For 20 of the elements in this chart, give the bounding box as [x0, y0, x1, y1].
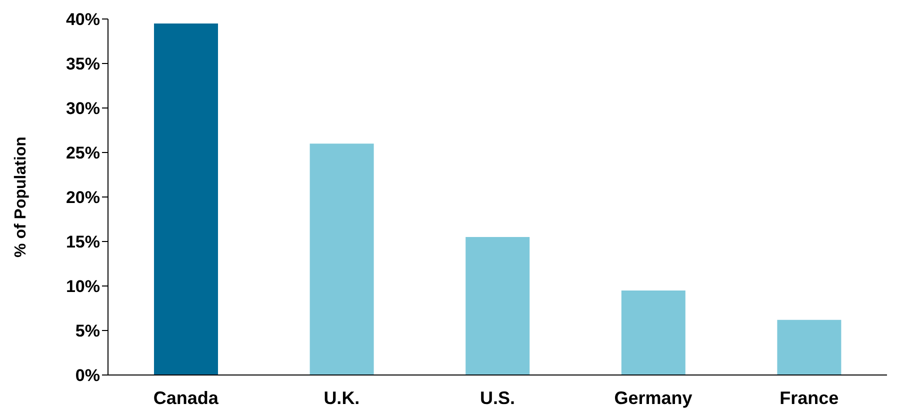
- y-tick-label: 35%: [66, 54, 100, 74]
- y-tick-label: 0%: [75, 366, 100, 386]
- x-tick-label: France: [780, 388, 839, 408]
- bar: [777, 320, 842, 375]
- y-tick-label: 15%: [66, 232, 100, 252]
- x-tick-label: Germany: [614, 388, 692, 408]
- x-tick-label: U.K.: [324, 388, 360, 408]
- bar: [310, 144, 374, 375]
- y-tick-label: 25%: [66, 144, 100, 163]
- y-tick-label: 40%: [66, 10, 100, 30]
- x-tick-label: U.S.: [480, 388, 516, 408]
- y-tick-label: 5%: [75, 322, 100, 341]
- bar: [154, 23, 218, 375]
- bar: [466, 237, 530, 375]
- y-tick-label: 20%: [66, 188, 100, 208]
- x-tick-label: Canada: [153, 388, 220, 408]
- y-tick-label: 10%: [66, 277, 100, 296]
- bar: [621, 290, 686, 375]
- y-tick-label: 30%: [66, 99, 100, 118]
- y-axis-title: % of Population: [12, 136, 30, 258]
